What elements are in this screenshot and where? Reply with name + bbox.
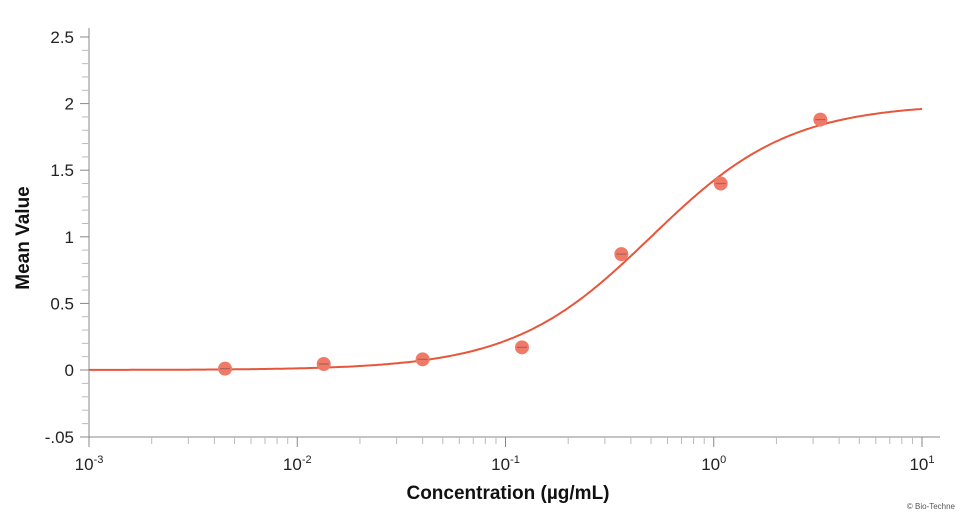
y-tick-label: 1.5 [50, 161, 74, 180]
y-tick-label: 0.5 [50, 294, 74, 313]
data-point [316, 357, 331, 372]
data-point [415, 352, 430, 367]
data-point [218, 361, 233, 376]
fit-curve [89, 107, 923, 371]
data-point [514, 340, 529, 355]
x-tick-label: 10-1 [491, 454, 520, 474]
axes [80, 28, 940, 447]
y-tick-label: 2.5 [50, 28, 74, 47]
data-point [713, 176, 728, 191]
data-point [614, 247, 629, 262]
x-tick-label: 100 [701, 454, 726, 474]
y-tick-label: 2 [65, 95, 74, 114]
y-tick-label: 1 [65, 228, 74, 247]
y-axis-title: Mean Value [13, 186, 34, 290]
x-axis-title: Concentration (µg/mL) [406, 483, 609, 504]
x-tick-label: 101 [909, 454, 934, 474]
y-tick-label: -.05 [45, 428, 74, 447]
copyright-credit: © Bio-Techne [907, 502, 956, 511]
y-tick-label: 0 [65, 361, 74, 380]
x-tick-label: 10-2 [283, 454, 312, 474]
data-points [218, 112, 828, 376]
data-point [813, 112, 828, 127]
x-tick-label: 10-3 [75, 454, 104, 474]
